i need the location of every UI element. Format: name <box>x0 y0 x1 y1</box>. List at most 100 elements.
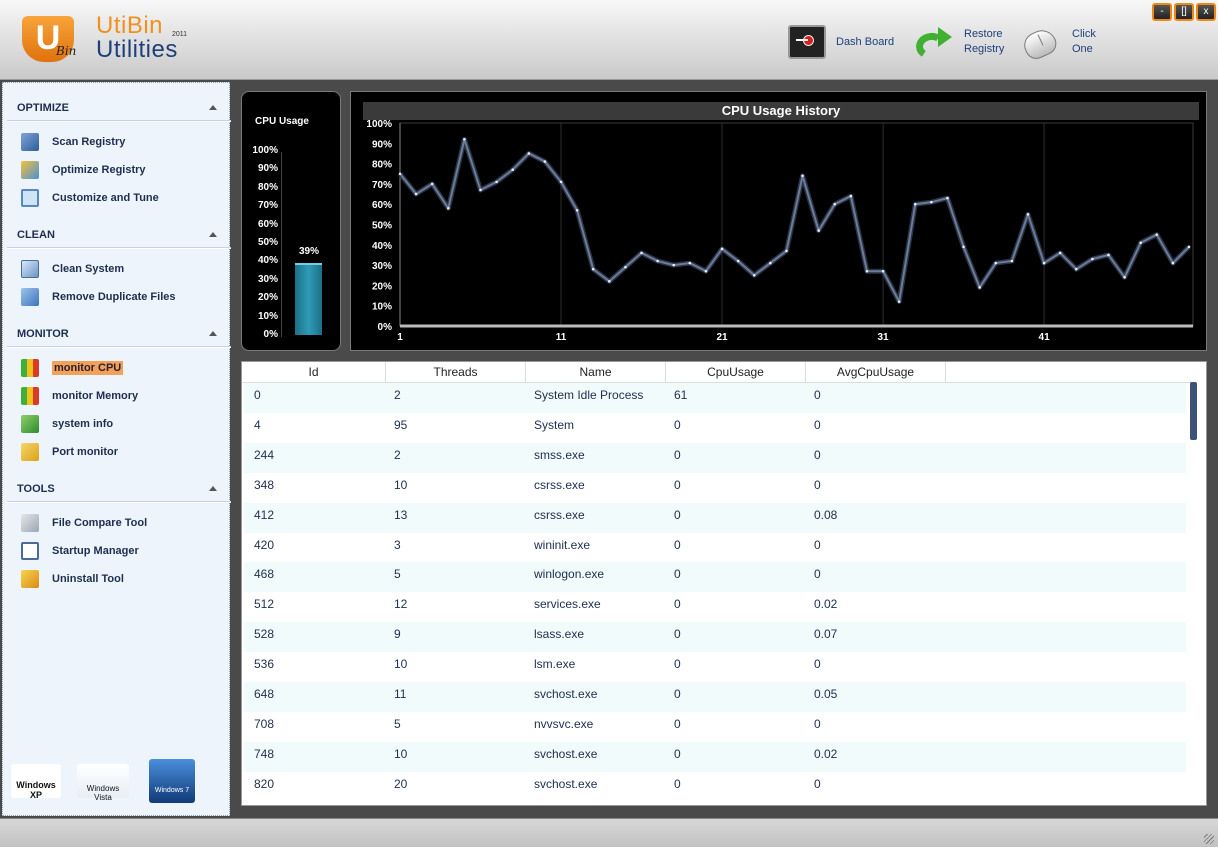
chart-data-point <box>833 202 837 206</box>
cpu-usage-value: 39% <box>298 246 319 258</box>
section-clean-title: CLEAN <box>17 229 55 241</box>
chart-data-point <box>640 251 643 255</box>
sidebar: OPTIMIZE Scan Registry Optimize Registry… <box>2 82 231 816</box>
table-row[interactable]: 648 11 svchost.exe 0 0.05 <box>244 682 1186 712</box>
table-cell-id: 536 <box>254 657 275 672</box>
table-row[interactable]: 820 20 svchost.exe 0 0 <box>244 772 1186 802</box>
sidebar-item-file-compare[interactable]: File Compare Tool <box>21 512 147 534</box>
chart-data-point <box>1107 253 1110 257</box>
table-scrollbar-thumb[interactable] <box>1190 382 1197 440</box>
chart-data-point <box>897 300 901 303</box>
section-optimize-title: OPTIMIZE <box>17 102 69 114</box>
table-row[interactable]: 420 3 wininit.exe 0 0 <box>244 533 1186 563</box>
collapse-caret-icon <box>209 331 217 336</box>
table-cell-avgcpuusage: 0 <box>814 716 821 731</box>
click-one-label-line1: Click <box>1072 28 1096 40</box>
table-row[interactable]: 748 10 svchost.exe 0 0.02 <box>244 741 1186 772</box>
sidebar-item-label: Customize and Tune <box>52 192 159 204</box>
section-tools-title: TOOLS <box>17 483 55 495</box>
table-row[interactable]: 528 9 lsass.exe 0 0.07 <box>244 622 1186 653</box>
chart-data-point <box>1155 233 1159 236</box>
table-row[interactable]: 412 13 csrss.exe 0 0.08 <box>244 502 1186 533</box>
chart-data-point <box>720 247 724 251</box>
sidebar-item-port-monitor[interactable]: Port monitor <box>21 441 118 463</box>
sidebar-item-startup-manager[interactable]: Startup Manager <box>21 540 139 562</box>
chart-data-point <box>511 168 515 171</box>
startup-manager-icon <box>21 542 39 560</box>
column-header-id[interactable]: Id <box>242 362 386 383</box>
cpu-usage-panel: CPU Usage 100% 90% 80% 70% 60% 50% 40% 30% 20% 10… <box>241 91 341 351</box>
column-header-cpuusage[interactable]: CpuUsage <box>666 362 806 383</box>
sidebar-item-label: Uninstall Tool <box>52 573 124 585</box>
sidebar-item-clean-system[interactable]: Clean System <box>21 258 124 280</box>
restore-arrow-icon <box>913 25 954 62</box>
cpu-usage-tick-label: 90% <box>257 163 278 175</box>
table-cell-threads: 2 <box>394 388 401 402</box>
chart-data-point <box>624 265 627 269</box>
cpu-usage-tick-label: 60% <box>257 218 278 230</box>
chart-data-point <box>1010 259 1014 263</box>
table-cell-name: svchost.exe <box>534 687 598 701</box>
minimize-button[interactable]: - <box>1152 3 1172 21</box>
chart-y-tick-label: 0% <box>378 322 393 333</box>
app-logo: U Bin <box>22 12 82 64</box>
table-cell-threads: 5 <box>394 567 401 582</box>
table-cell-cpuusage: 0 <box>674 447 681 462</box>
column-header-threads[interactable]: Threads <box>386 362 526 383</box>
sidebar-item-system-info[interactable]: system info <box>21 413 113 435</box>
table-row[interactable]: 348 10 csrss.exe 0 0 <box>244 473 1186 503</box>
table-cell-id: 512 <box>254 597 275 612</box>
sidebar-item-scan-registry[interactable]: Scan Registry <box>21 131 125 153</box>
cpu-usage-tick-label: 10% <box>257 310 278 322</box>
chart-data-point <box>608 280 611 283</box>
clean-system-icon <box>21 260 39 278</box>
table-row[interactable]: 468 5 winlogon.exe 0 0 <box>244 562 1186 593</box>
chart-data-point <box>414 192 418 196</box>
table-row[interactable]: 4 95 System 0 0 <box>244 413 1186 443</box>
sidebar-item-label: Clean System <box>52 263 125 275</box>
table-cell-name: smss.exe <box>534 447 585 462</box>
click-one-button[interactable]: Click One <box>1020 22 1096 63</box>
chart-data-point <box>1091 257 1094 261</box>
maximize-button[interactable]: [] <box>1174 3 1194 21</box>
chart-y-tick-label: 70% <box>372 180 392 191</box>
column-header-name[interactable]: Name <box>526 362 666 383</box>
table-row[interactable]: 244 2 smss.exe 0 0 <box>244 442 1186 473</box>
chart-data-point <box>656 259 659 263</box>
sidebar-item-customize-tune[interactable]: Customize and Tune <box>21 187 159 209</box>
section-tools-header[interactable]: TOOLS <box>11 479 229 499</box>
table-cell-id: 528 <box>254 627 275 642</box>
chart-data-point <box>769 261 772 265</box>
table-row[interactable]: 536 10 lsm.exe 0 0 <box>244 652 1186 682</box>
chart-data-point <box>1026 213 1030 216</box>
section-divider <box>7 120 231 122</box>
close-button[interactable]: x <box>1196 3 1216 21</box>
resize-grip-icon[interactable] <box>1204 834 1214 844</box>
column-header-avgcpuusage[interactable]: AvgCpuUsage <box>806 362 946 383</box>
restore-registry-button[interactable]: Restore Registry <box>913 22 1004 62</box>
chart-data-point <box>865 269 869 273</box>
table-cell-name: csrss.exe <box>534 477 585 492</box>
sidebar-item-optimize-registry[interactable]: Optimize Registry <box>21 159 146 181</box>
table-cell-cpuusage: 0 <box>674 657 681 672</box>
logo-u-mark: U <box>22 16 74 62</box>
cpu-usage-tick-label: 30% <box>257 273 278 285</box>
table-cell-threads: 5 <box>394 716 401 731</box>
chart-data-point <box>688 261 692 265</box>
table-row[interactable]: 512 12 services.exe 0 0.02 <box>244 592 1186 622</box>
table-cell-threads: 11 <box>394 687 407 701</box>
chart-data-point <box>752 273 756 277</box>
sidebar-item-uninstall-tool[interactable]: Uninstall Tool <box>21 568 124 590</box>
section-clean-header[interactable]: CLEAN <box>11 225 229 245</box>
table-cell-avgcpuusage: 0.02 <box>814 597 838 612</box>
dashboard-gauge-icon <box>788 25 826 59</box>
table-row[interactable]: 708 5 nvvsvc.exe 0 0 <box>244 712 1186 742</box>
dashboard-button[interactable]: Dash Board <box>788 22 894 62</box>
section-optimize-header[interactable]: OPTIMIZE <box>11 98 229 118</box>
system-info-icon <box>21 415 39 433</box>
section-monitor-header[interactable]: MONITOR <box>11 324 229 344</box>
sidebar-item-monitor-memory[interactable]: monitor Memory <box>21 385 138 407</box>
table-row[interactable]: 0 2 System Idle Process 61 0 <box>244 383 1186 413</box>
sidebar-item-monitor-cpu[interactable]: monitor CPU <box>21 357 124 379</box>
sidebar-item-remove-duplicates[interactable]: Remove Duplicate Files <box>21 286 176 308</box>
